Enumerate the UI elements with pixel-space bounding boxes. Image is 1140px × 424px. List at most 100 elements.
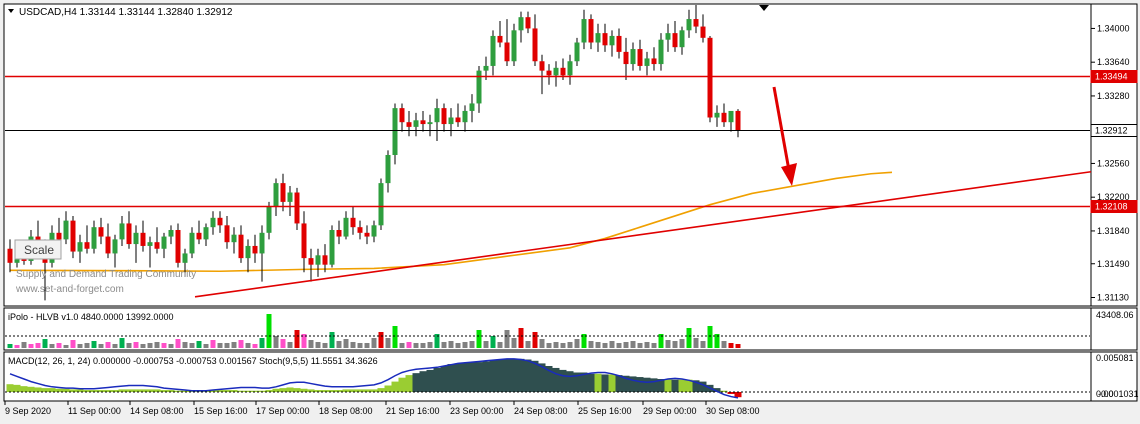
macd-hist-bar (391, 381, 399, 392)
price-tick-label: 1.31130 (1097, 293, 1129, 303)
volume-bar (644, 342, 650, 348)
candle (217, 211, 223, 233)
volume-bar (28, 344, 34, 348)
candle (182, 248, 188, 277)
volume-bar (315, 342, 321, 348)
candle (469, 94, 475, 123)
candle (553, 61, 559, 87)
candle-body (112, 239, 118, 254)
volume-bar (238, 340, 244, 348)
candle (259, 225, 265, 282)
candle-body (518, 17, 524, 31)
macd-hist-bar (300, 388, 308, 392)
candle-body (728, 110, 734, 123)
time-tick-label: 18 Sep 08:00 (319, 406, 373, 416)
candle-body (679, 30, 685, 48)
volume-bar (203, 344, 209, 348)
candle (525, 11, 531, 34)
volume-bar (497, 342, 503, 348)
macd-hist-bar (657, 379, 665, 392)
macd-hist-bar (139, 389, 147, 392)
macd-hist-bar (34, 387, 42, 392)
volume-bar (399, 343, 405, 348)
candle (630, 42, 636, 71)
main-price-panel[interactable] (3, 3, 1092, 307)
volume-bar (119, 338, 125, 348)
candle (189, 227, 195, 259)
horizontal-levels[interactable]: 1.33494 1.32912 1.32108 (5, 70, 1138, 213)
volume-bar (350, 342, 356, 348)
volume-bar (63, 345, 69, 348)
candle-body (721, 112, 727, 123)
candle-body (189, 232, 195, 254)
chart-shift-marker-icon[interactable] (759, 5, 769, 11)
volume-bar (665, 340, 671, 348)
volume-bars (7, 314, 741, 348)
candle-body (595, 33, 601, 43)
candle (420, 110, 426, 132)
candle (161, 232, 167, 259)
volume-bar (357, 343, 363, 348)
volume-bar (651, 343, 657, 348)
volume-bar (595, 342, 601, 348)
candle-body (707, 37, 713, 118)
candle (651, 47, 657, 71)
candle (315, 248, 321, 277)
volume-bar (623, 342, 629, 348)
candle (112, 234, 118, 268)
candle (539, 54, 545, 95)
candle (700, 14, 706, 43)
volume-bar (427, 342, 433, 348)
candle (287, 185, 293, 216)
candle (448, 108, 454, 137)
macd-hist-bar (307, 389, 315, 392)
candle (588, 14, 594, 50)
candle-body (525, 17, 531, 29)
ma-line (9, 171, 893, 273)
macd-hist-bar (349, 389, 357, 392)
volume-bar (266, 314, 272, 348)
candle-body (133, 232, 139, 245)
volume-bar (637, 343, 643, 348)
candle (665, 23, 671, 52)
volume-bar (112, 344, 118, 348)
macd-hist-bar (685, 379, 693, 392)
macd-axis-bottom: -0.001031 (1098, 389, 1139, 399)
candle-body (448, 117, 454, 125)
time-tick-label: 24 Sep 08:00 (514, 406, 568, 416)
candle-body (623, 51, 629, 65)
volume-bar (98, 344, 104, 348)
moving-average (9, 171, 893, 273)
candle-body (693, 19, 699, 27)
candle (196, 220, 202, 245)
candle (140, 220, 146, 252)
candle-body (252, 245, 258, 254)
dropdown-icon[interactable] (8, 9, 14, 13)
scale-button-frame[interactable] (14, 239, 62, 260)
candle-body (266, 206, 272, 233)
price-tick-label: 1.31840 (1097, 226, 1130, 236)
price-axis[interactable] (1090, 3, 1138, 307)
price-tick-label: 1.32560 (1097, 158, 1130, 168)
candle (413, 112, 419, 137)
volume-bar (441, 342, 447, 348)
macd-hist-bar (363, 389, 371, 392)
macd-hist-bar (622, 375, 630, 392)
macd-axis-top: 0.005081 (1096, 353, 1134, 363)
candle (441, 103, 447, 132)
macd-hist-bar (461, 362, 469, 392)
macd-hist-bar (167, 390, 175, 392)
ascending-trendline[interactable] (194, 170, 1092, 298)
candle (238, 225, 244, 263)
scale-button[interactable]: Scale (14, 239, 62, 260)
candle-body (301, 223, 307, 259)
time-tick-label: 9 Sep 2020 (5, 406, 51, 416)
macd-hist-bar (468, 362, 476, 392)
macd-hist-bar (419, 371, 427, 392)
symbol-header: USDCAD,H4 1.33144 1.33144 1.32840 1.3291… (8, 7, 233, 18)
candle (574, 37, 580, 66)
macd-hist-bar (566, 371, 574, 392)
macd-hist-bar (384, 385, 392, 392)
scale-button-label: Scale (24, 243, 54, 257)
